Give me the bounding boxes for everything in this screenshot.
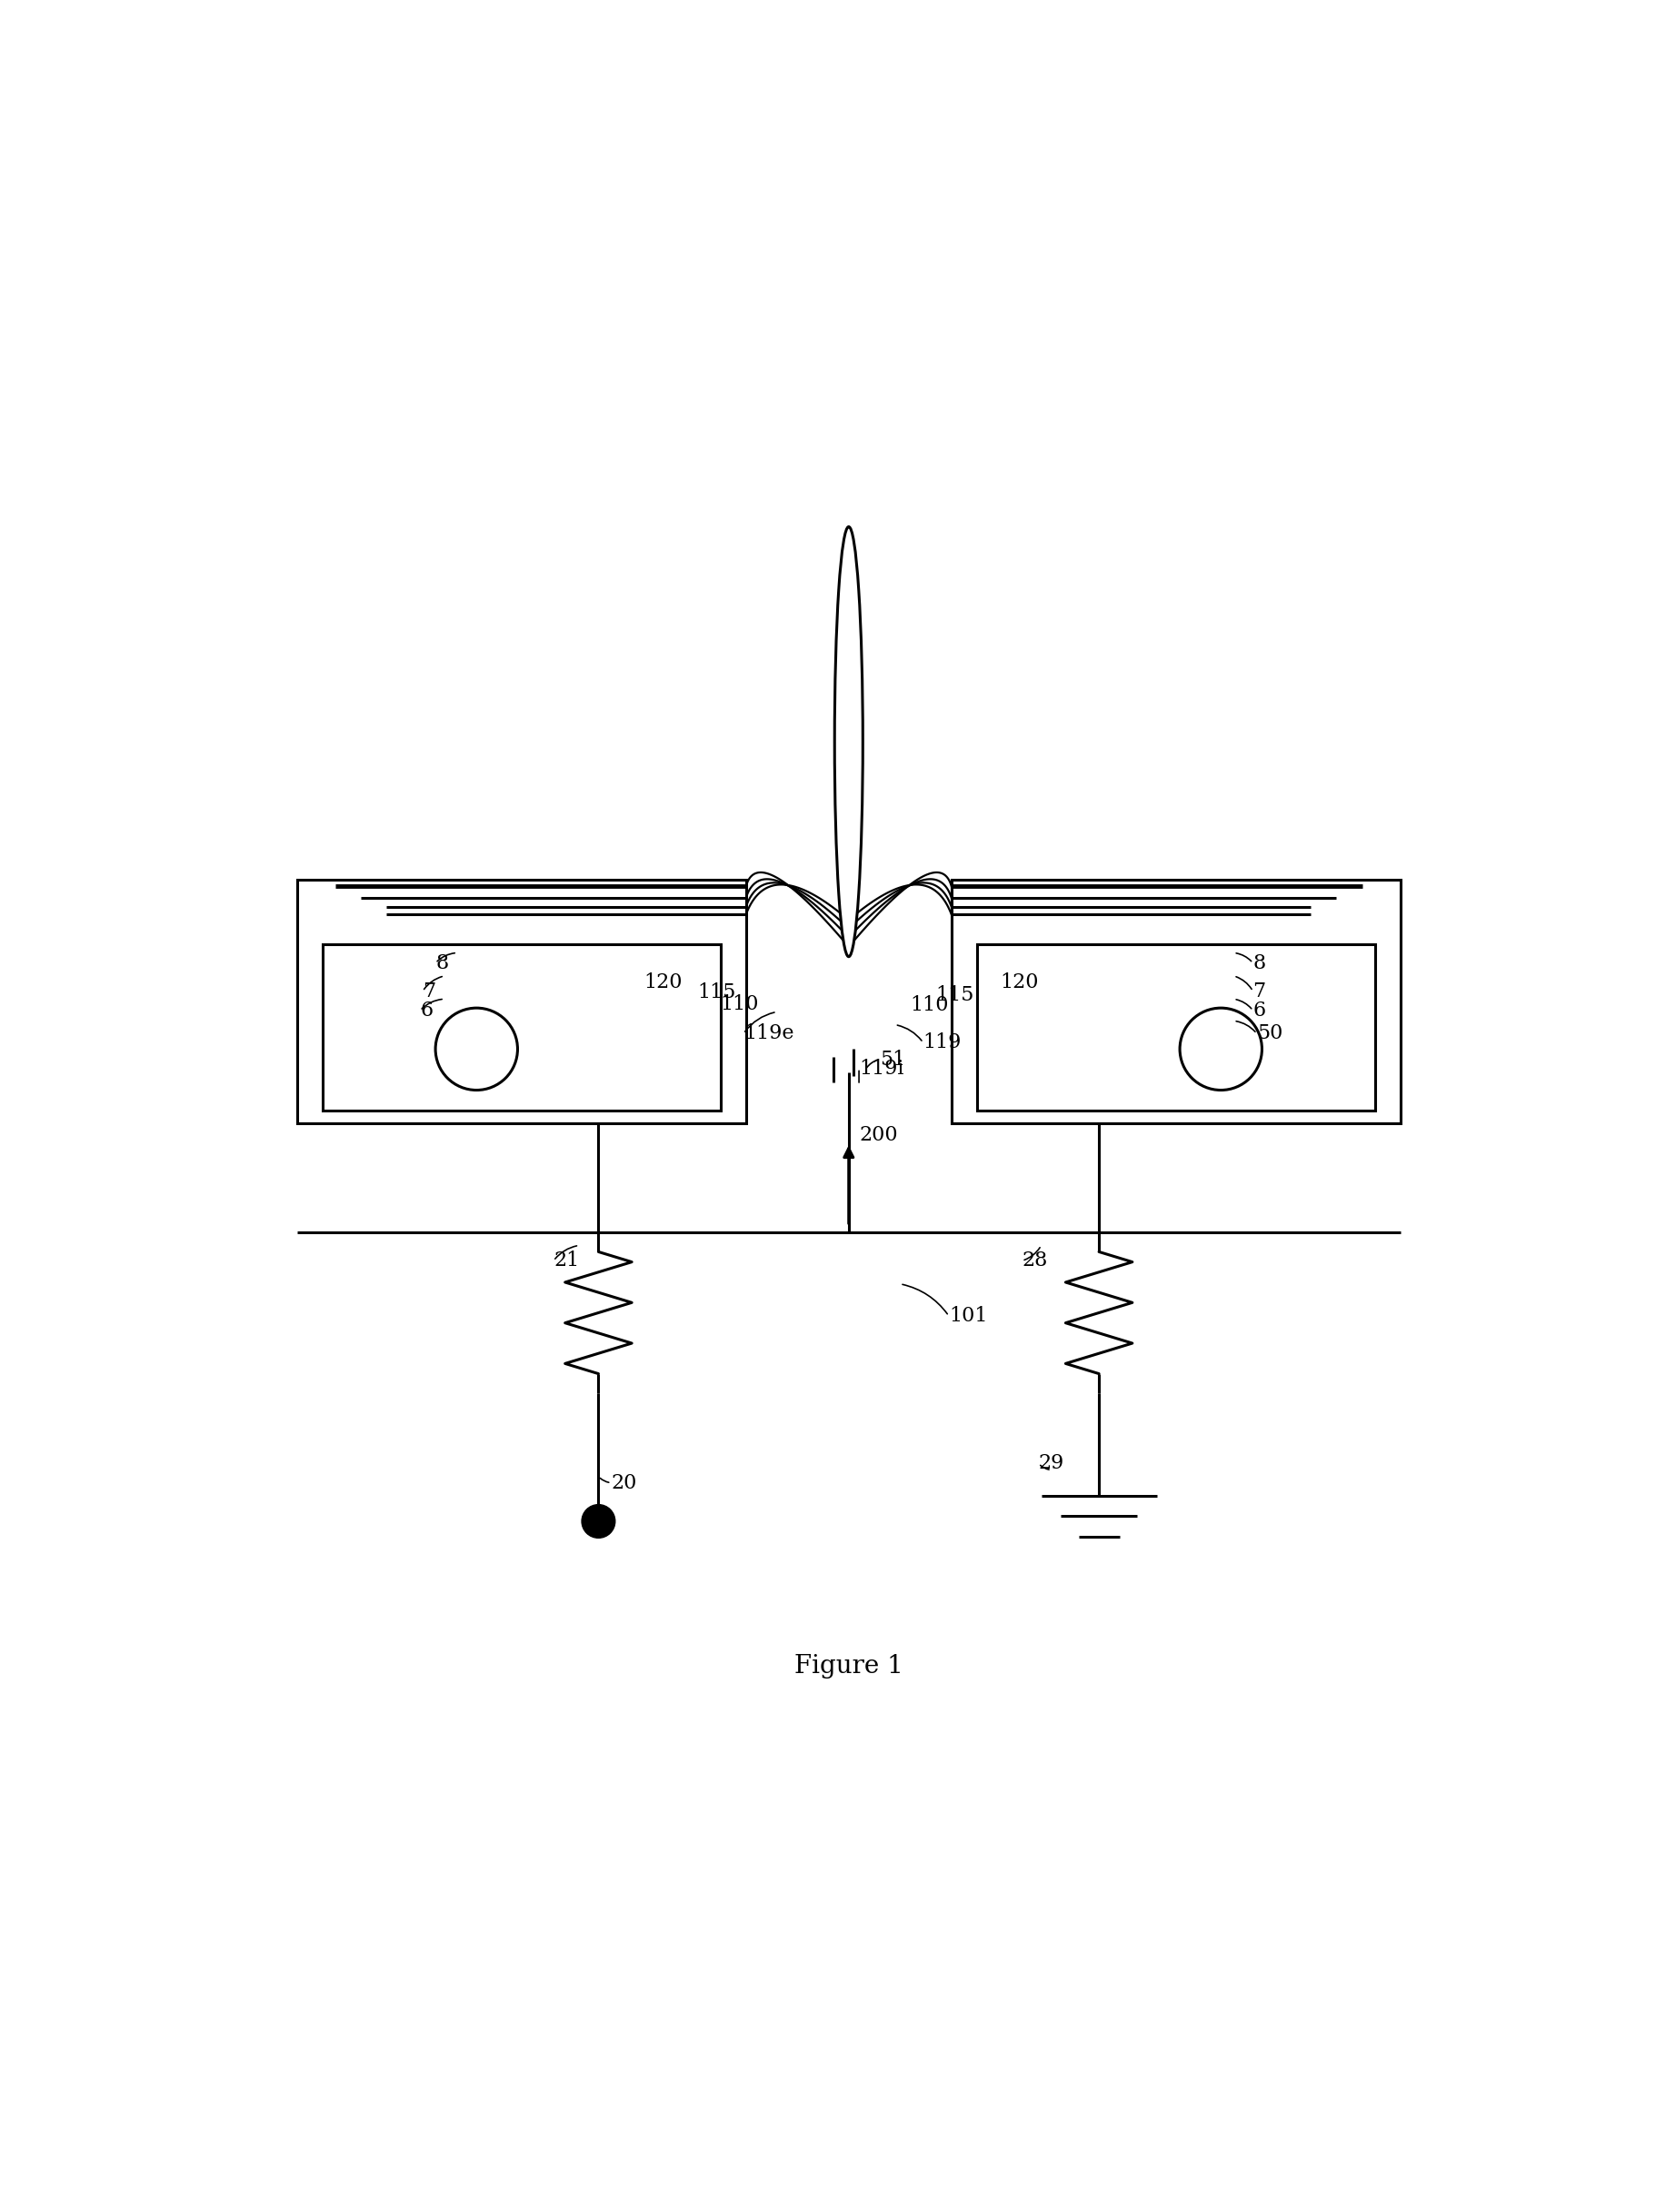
Text: 20: 20 — [611, 1473, 638, 1493]
Text: 119e: 119e — [744, 1024, 793, 1044]
Text: 50: 50 — [1257, 1024, 1283, 1044]
Bar — [296, 880, 745, 1124]
Bar — [977, 945, 1374, 1110]
Text: 6: 6 — [421, 1000, 432, 1020]
Bar — [323, 945, 720, 1110]
Text: 120: 120 — [643, 973, 682, 993]
Text: 51: 51 — [879, 1048, 906, 1068]
Text: 200: 200 — [859, 1126, 898, 1146]
Text: 8: 8 — [436, 953, 449, 973]
Text: 8: 8 — [1254, 953, 1265, 973]
Text: 7: 7 — [422, 982, 436, 1002]
Text: 120: 120 — [1000, 973, 1038, 993]
Text: 119: 119 — [922, 1033, 962, 1053]
Text: 110: 110 — [720, 993, 758, 1013]
Ellipse shape — [835, 526, 863, 956]
Text: Figure 1: Figure 1 — [795, 1655, 903, 1679]
Circle shape — [581, 1504, 614, 1537]
Text: 28: 28 — [1022, 1250, 1048, 1270]
Text: 21: 21 — [553, 1250, 580, 1270]
Text: 119i: 119i — [859, 1057, 904, 1077]
Text: 101: 101 — [949, 1305, 987, 1325]
Text: 115: 115 — [697, 982, 735, 1002]
Text: 6: 6 — [1254, 1000, 1265, 1020]
Text: 7: 7 — [1254, 982, 1265, 1002]
Text: 110: 110 — [911, 995, 949, 1015]
Text: 115: 115 — [936, 984, 974, 1004]
Bar — [951, 880, 1401, 1124]
Text: 29: 29 — [1038, 1453, 1065, 1473]
